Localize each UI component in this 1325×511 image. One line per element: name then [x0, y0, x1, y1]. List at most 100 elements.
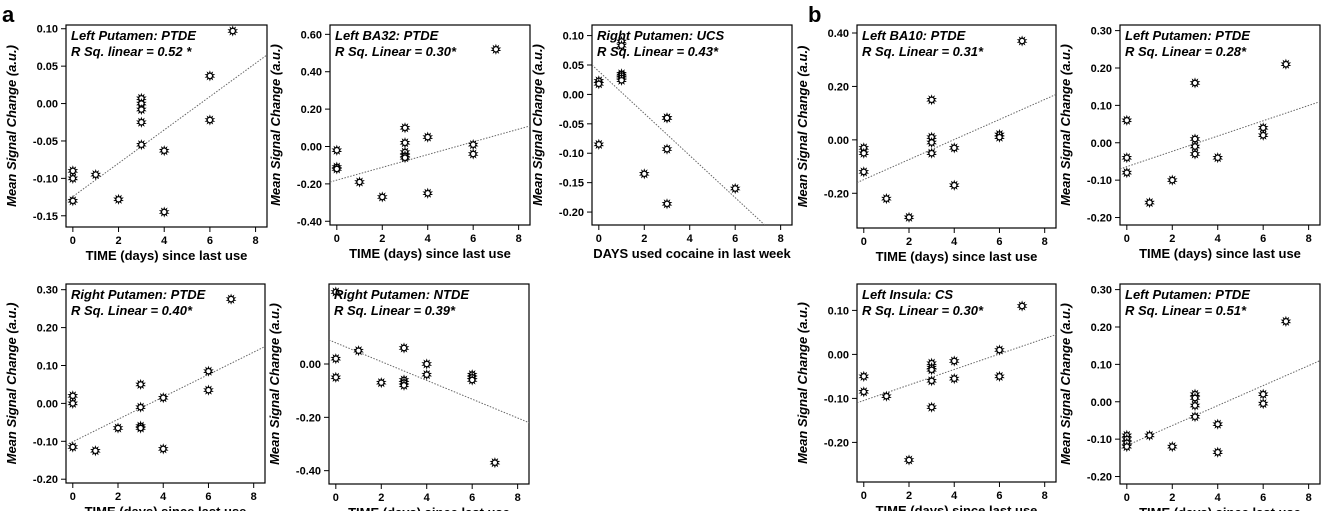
- y-tick-label: 0.20: [301, 104, 322, 116]
- data-point: [398, 342, 410, 354]
- data-point: [926, 364, 937, 376]
- chart-panel-2: -0.20 -0.15 -0.10 -0.05 0.00 0.05 0.10 0 2 4 6 8 Rig…: [530, 24, 793, 261]
- data-point: [926, 136, 937, 149]
- data-point: [490, 43, 502, 55]
- data-point: [926, 94, 937, 106]
- y-tick-label: 0.10: [37, 360, 58, 372]
- fit-line: [66, 54, 267, 202]
- data-point: [157, 443, 169, 455]
- data-point: [948, 355, 960, 367]
- chart-title: Right Putamen: UCS: [597, 28, 724, 43]
- data-point: [661, 198, 673, 210]
- y-tick-label: 0.30: [37, 285, 58, 297]
- chart-subtitle: R Sq. Linear = 0.28*: [1125, 44, 1247, 59]
- y-tick-label: 0.10: [1091, 359, 1112, 371]
- data-point: [398, 379, 410, 391]
- chart-subtitle: R Sq. Linear = 0.43*: [597, 44, 719, 59]
- data-point: [948, 142, 960, 154]
- y-axis-label: Mean Signal Change (a.u.): [795, 302, 810, 464]
- data-point: [158, 206, 170, 218]
- x-tick-label: 0: [333, 492, 339, 504]
- data-point: [1121, 152, 1133, 164]
- y-tick-label: -0.10: [33, 436, 58, 448]
- plot-frame: [1119, 24, 1321, 226]
- data-point: [203, 384, 214, 396]
- x-tick-label: 2: [115, 235, 121, 247]
- x-tick-label: 4: [951, 490, 958, 502]
- plot-frame: [856, 24, 1057, 229]
- y-tick-label: -0.05: [559, 119, 584, 131]
- data-point: [421, 358, 433, 370]
- data-point: [858, 370, 870, 382]
- data-point: [204, 70, 216, 82]
- x-axis-label: TIME (days) since last use: [876, 503, 1038, 511]
- data-point: [1212, 446, 1224, 458]
- data-point: [638, 168, 650, 180]
- y-tick-label: -0.20: [297, 179, 322, 191]
- data-point: [858, 147, 870, 159]
- data-point: [376, 191, 388, 203]
- data-point: [1189, 77, 1201, 89]
- chart-subtitle: R Sq. Linear = 0.40*: [71, 303, 193, 318]
- data-point: [67, 165, 79, 177]
- data-point: [1212, 418, 1224, 430]
- fit-line: [329, 339, 529, 424]
- chart-panel-4: -0.20 -0.10 0.00 0.10 0.20 0.30 0 2 4 6 8 Left Puta…: [1058, 24, 1321, 261]
- data-point: [67, 195, 79, 207]
- y-axis-label: Mean Signal Change (a.u.): [4, 45, 19, 207]
- data-point: [948, 179, 960, 191]
- y-tick-label: -0.40: [297, 216, 322, 228]
- y-tick-label: -0.20: [296, 412, 321, 424]
- panel-label-a: a: [2, 2, 15, 27]
- y-tick-label: -0.15: [33, 211, 58, 223]
- data-point: [375, 377, 387, 389]
- x-tick-label: 2: [379, 233, 385, 245]
- chart-subtitle: R Sq. Linear = 0.39*: [334, 303, 456, 318]
- data-point: [1257, 129, 1269, 141]
- x-tick-label: 0: [861, 236, 867, 248]
- chart-panel-1: -0.40 -0.20 0.00 0.20 0.40 0.60 0 2 4 6 8 Left BA32…: [268, 24, 531, 261]
- data-point: [422, 187, 434, 199]
- x-tick-label: 6: [205, 491, 211, 503]
- y-tick-label: 0.20: [1091, 322, 1112, 334]
- data-point: [136, 103, 147, 116]
- data-point: [422, 131, 434, 143]
- data-point: [331, 163, 343, 175]
- data-point: [994, 131, 1005, 143]
- data-point: [1257, 398, 1269, 410]
- y-tick-label: 0.00: [300, 359, 321, 371]
- data-point: [661, 143, 673, 155]
- data-point: [330, 371, 342, 383]
- data-point: [467, 148, 479, 160]
- data-point: [1121, 167, 1133, 179]
- y-tick-label: -0.20: [1087, 213, 1112, 225]
- data-point: [1257, 388, 1269, 400]
- chart-title: Right Putamen: PTDE: [71, 287, 206, 302]
- x-tick-label: 6: [469, 492, 475, 504]
- fit-line: [1120, 101, 1320, 170]
- data-point: [113, 193, 124, 205]
- data-point: [90, 169, 102, 181]
- y-tick-label: 0.10: [563, 31, 584, 43]
- data-point: [204, 114, 216, 126]
- y-axis-label: Mean Signal Change (a.u.): [795, 46, 810, 208]
- data-point: [729, 182, 741, 195]
- x-axis-label: TIME (days) since last use: [349, 246, 511, 261]
- x-tick-label: 0: [70, 235, 76, 247]
- chart-panel-0: -0.15 -0.10 -0.05 0.00 0.05 0.10 0 2 4 6 8 Left Put…: [4, 24, 268, 263]
- data-point: [1121, 441, 1133, 453]
- chart-subtitle: R Sq. Linear = 0.30*: [335, 44, 457, 59]
- data-point: [1189, 399, 1201, 412]
- y-tick-label: 0.00: [1091, 397, 1112, 409]
- x-tick-label: 6: [732, 233, 738, 245]
- data-point: [616, 39, 627, 52]
- x-tick-label: 6: [207, 235, 213, 247]
- y-axis-label: Mean Signal Change (a.u.): [267, 303, 282, 465]
- data-point: [353, 345, 364, 357]
- data-point: [926, 147, 937, 159]
- x-tick-label: 8: [778, 233, 784, 245]
- chart-subtitle: R Sq. linear = 0.52 *: [71, 44, 192, 59]
- data-point: [90, 445, 101, 457]
- data-point: [354, 176, 365, 188]
